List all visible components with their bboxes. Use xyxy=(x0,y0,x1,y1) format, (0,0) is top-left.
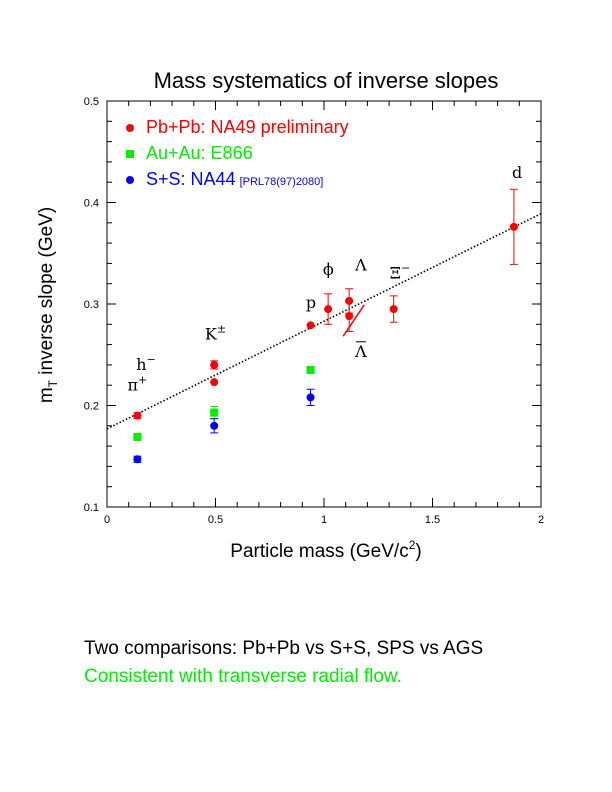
lambda-connector xyxy=(342,304,365,337)
data-point xyxy=(210,360,219,369)
axis-ticks xyxy=(106,100,542,508)
legend-label: Pb+Pb: NA49 preliminary xyxy=(146,117,349,137)
y-tick-label: 0.4 xyxy=(84,198,99,210)
axis-tick-labels: 0 0.5 1 1.5 2 0.1 0.2 0.3 0.4 0.5 xyxy=(84,96,544,526)
particle-label: π+ xyxy=(128,373,148,394)
data-point xyxy=(210,421,219,430)
data-point xyxy=(389,305,398,314)
fit-line xyxy=(106,212,542,430)
data-point xyxy=(345,312,354,321)
legend-label: Au+Au: E866 xyxy=(146,143,253,163)
inverse-slope-chart: Mass systematics of inverse slopes 0 0.5 1… xyxy=(36,68,544,562)
data-point xyxy=(306,365,315,374)
legend: Pb+Pb: NA49 preliminary Au+Au: E866 S+S: N… xyxy=(126,117,349,189)
data-point xyxy=(210,408,219,417)
particle-label: Λ xyxy=(354,342,367,361)
legend-marker xyxy=(126,150,134,158)
particle-label: d xyxy=(512,163,522,182)
legend-marker xyxy=(126,124,134,132)
x-tick-label: 2 xyxy=(538,514,544,526)
data-point xyxy=(324,305,333,314)
particle-label: Λ xyxy=(354,256,367,275)
x-tick-label: 0.5 xyxy=(208,514,223,526)
data-point xyxy=(306,321,315,330)
legend-marker xyxy=(126,176,134,184)
legend-label: S+S: NA44 [PRL78(97)2080] xyxy=(146,169,323,189)
particle-annotations: h−π+ K± pϕ Λ Λ Ξ− d xyxy=(128,163,523,394)
y-axis-label: mT inverse slope (GeV) xyxy=(36,207,60,403)
particle-label: p xyxy=(306,293,316,312)
data-point xyxy=(210,378,219,387)
data-point xyxy=(133,411,142,420)
x-tick-label: 1.5 xyxy=(425,514,440,526)
data-point xyxy=(133,455,142,464)
data-points xyxy=(133,188,518,464)
y-tick-label: 0.5 xyxy=(84,96,99,108)
chart-title: Mass systematics of inverse slopes xyxy=(154,68,499,93)
particle-label: Ξ− xyxy=(390,262,410,283)
y-tick-label: 0.3 xyxy=(84,299,99,311)
x-tick-label: 1 xyxy=(321,514,327,526)
caption-line-2: Consistent with transverse radial flow. xyxy=(84,666,402,687)
y-tick-label: 0.1 xyxy=(84,502,99,514)
y-tick-label: 0.2 xyxy=(84,401,99,413)
data-point xyxy=(306,393,315,402)
caption-line-1: Two comparisons: Pb+Pb vs S+S, SPS vs AG… xyxy=(84,638,484,659)
x-axis-label: Particle mass (GeV/c2) xyxy=(230,538,421,562)
fit-line-path xyxy=(106,212,542,430)
particle-label: h− xyxy=(136,353,156,374)
data-point xyxy=(509,222,518,231)
data-point xyxy=(133,432,142,441)
x-tick-label: 0 xyxy=(104,514,110,526)
particle-label: K± xyxy=(205,323,226,344)
particle-label: ϕ xyxy=(323,260,334,279)
